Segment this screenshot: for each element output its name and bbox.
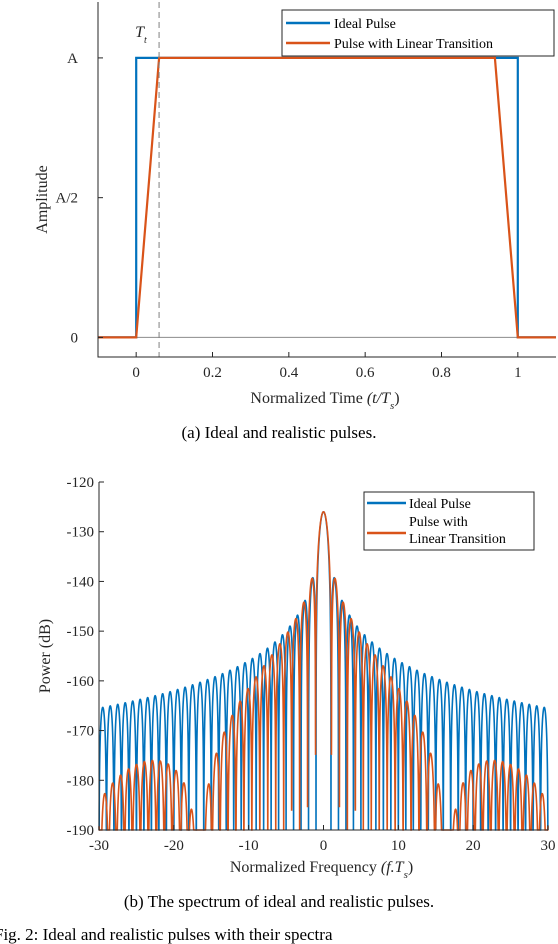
linear-transition-pulse-line (98, 56, 556, 339)
x-tick-label: -20 (164, 838, 184, 854)
x-tick-label: 0 (132, 365, 140, 381)
y-tick-label: -160 (67, 674, 95, 690)
y-tick-label: 0 (71, 330, 79, 346)
x-tick-label: 20 (466, 838, 481, 854)
y-tick-label: -180 (67, 773, 95, 789)
legend-label-ideal: Ideal Pulse (334, 17, 396, 32)
figure-caption-fragment: Fig. 2: Ideal and realistic pulses with … (0, 925, 333, 944)
ideal-pulse-line (98, 56, 556, 339)
legend-label-linear-line2: Linear Transition (409, 532, 506, 547)
y-axis-label: Amplitude (34, 165, 51, 233)
legend-box (363, 491, 535, 551)
chart-a-series (98, 56, 556, 339)
transition-time-label: Tt (135, 24, 147, 46)
y-tick-label: -150 (67, 624, 95, 640)
y-tick-label: -120 (67, 475, 95, 491)
x-tick-label: 1 (514, 365, 522, 381)
y-tick-label: -140 (67, 574, 95, 590)
y-tick-label: -130 (67, 525, 95, 541)
linear-transition-spectrum (98, 511, 549, 831)
x-tick-label: 0.4 (279, 365, 298, 381)
chart-a-legend: Ideal Pulse Pulse with Linear Transition (281, 9, 555, 57)
x-tick-label: 0.8 (432, 365, 451, 381)
y-axis-label: Power (dB) (37, 619, 54, 693)
x-tick-label: 30 (541, 838, 556, 854)
chart-a-axes: 0 0.2 0.4 0.6 0.8 1 0 A/2 A (56, 2, 556, 381)
legend-label-ideal: Ideal Pulse (409, 497, 471, 512)
x-tick-label: -10 (239, 838, 259, 854)
axes-frame (97, 2, 556, 358)
chart-b-series (98, 511, 549, 831)
x-tick-label: -30 (89, 838, 109, 854)
y-tick-label: A/2 (56, 191, 79, 207)
caption-a: (a) Ideal and realistic pulses. (182, 423, 377, 442)
y-tick-label: -170 (67, 724, 95, 740)
chart-b: -30 -20 -10 0 10 20 30 -190 -180 -170 -160 -150 -140… (37, 475, 556, 911)
x-axis-label: Normalized Time (t/Ts) (250, 390, 399, 412)
legend-box (281, 9, 555, 57)
legend-label-linear-line1: Pulse with (409, 515, 468, 530)
chart-b-axes: -30 -20 -10 0 10 20 30 -190 -180 -170 -160 -150 -140… (67, 475, 556, 854)
chart-a: 0 0.2 0.4 0.6 0.8 1 0 A/2 A Tt Normalized Time (… (34, 2, 556, 442)
legend-label-linear: Pulse with Linear Transition (334, 37, 493, 52)
caption-b: (b) The spectrum of ideal and realistic … (124, 892, 434, 911)
x-tick-label: 10 (391, 838, 406, 854)
x-tick-label: 0.2 (203, 365, 222, 381)
x-tick-label: 0.6 (356, 365, 375, 381)
x-tick-label: 0 (320, 838, 328, 854)
y-tick-label: A (67, 51, 78, 67)
chart-b-legend: Ideal Pulse Pulse with Linear Transition (363, 491, 535, 551)
y-tick-label: -190 (67, 823, 95, 839)
x-axis-label: Normalized Frequency (f.Ts) (230, 859, 413, 881)
